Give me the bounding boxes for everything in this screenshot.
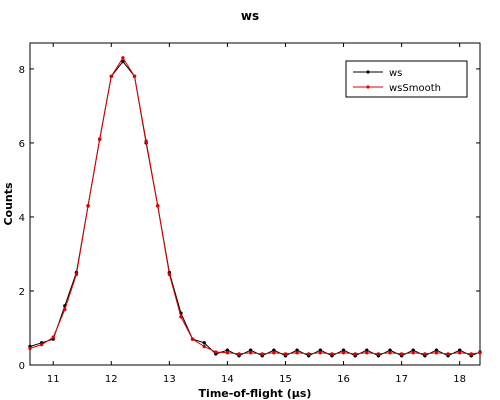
point-wssmooth [272, 351, 276, 355]
y-axis-label: Counts [2, 182, 15, 226]
point-wssmooth [51, 335, 55, 339]
point-ws [121, 59, 125, 64]
point-wssmooth [202, 344, 206, 349]
y-tick-label: 2 [19, 287, 25, 298]
point-wssmooth [307, 352, 311, 356]
point-wssmooth [423, 352, 427, 356]
y-tick-label: 8 [19, 65, 25, 76]
point-ws [225, 348, 230, 352]
y-tick-label: 6 [19, 139, 25, 150]
point-wssmooth [330, 352, 334, 356]
point-wssmooth [295, 351, 299, 355]
legend-marker-wssmooth [366, 85, 370, 89]
point-ws [318, 348, 323, 352]
point-ws [388, 348, 392, 352]
point-wssmooth [190, 337, 195, 341]
point-wssmooth [225, 351, 230, 355]
legend-label-ws: ws [389, 68, 402, 79]
point-ws [434, 348, 439, 352]
point-wssmooth [376, 352, 381, 356]
x-tick-label: 11 [47, 374, 60, 385]
x-tick-label: 12 [105, 374, 118, 385]
x-axis-label: Time-of-flight (µs) [199, 387, 312, 400]
point-wssmooth [121, 56, 125, 60]
point-ws [272, 348, 276, 352]
legend: ws wsSmooth [345, 60, 468, 98]
point-wssmooth [156, 204, 160, 208]
y-tick-label: 0 [19, 361, 25, 372]
point-ws [411, 348, 415, 352]
legend-marker-ws [366, 70, 370, 74]
axis-ticks: 11 12 13 14 15 16 17 18 0 2 4 6 8 [19, 43, 480, 385]
point-wssmooth [411, 351, 415, 355]
point-ws [341, 348, 346, 352]
point-wssmooth [283, 352, 288, 356]
point-wssmooth [179, 315, 183, 319]
x-tick-label: 13 [163, 374, 176, 385]
point-wssmooth [39, 342, 44, 347]
point-wssmooth [132, 74, 137, 79]
point-wssmooth [318, 351, 323, 355]
y-tick-label: 4 [19, 213, 25, 224]
point-wssmooth [214, 350, 218, 354]
point-wssmooth [248, 351, 253, 355]
point-wssmooth [457, 351, 462, 355]
legend-box [345, 60, 468, 98]
x-tick-label: 15 [279, 374, 292, 385]
point-wssmooth [260, 352, 264, 356]
x-tick-label: 14 [221, 374, 234, 385]
point-wssmooth [144, 139, 148, 143]
series-line-ws [29, 60, 481, 357]
point-wssmooth [97, 137, 102, 141]
point-wssmooth [353, 352, 357, 356]
point-ws [457, 348, 462, 352]
point-wssmooth [446, 352, 450, 356]
point-wssmooth [86, 204, 90, 208]
point-wssmooth [341, 351, 346, 355]
legend-label-wssmooth: wsSmooth [389, 83, 441, 94]
point-wssmooth [237, 352, 241, 356]
x-tick-label: 18 [453, 374, 466, 385]
x-tick-label: 17 [395, 374, 408, 385]
point-wssmooth [365, 351, 369, 355]
point-wssmooth [167, 272, 172, 277]
point-wssmooth [388, 351, 392, 355]
point-ws [295, 348, 299, 352]
point-wssmooth [63, 307, 67, 312]
plot-frame [29, 42, 481, 366]
point-ws [248, 348, 253, 352]
point-wssmooth [74, 272, 79, 277]
point-ws [365, 348, 369, 352]
point-wssmooth [28, 346, 32, 351]
point-wssmooth [478, 351, 482, 355]
series-line-wssmooth [29, 56, 481, 355]
point-ws [202, 341, 206, 345]
point-wssmooth [109, 74, 113, 79]
chart-title: ws [241, 9, 259, 23]
series-layer [28, 56, 482, 358]
point-wssmooth [469, 352, 473, 356]
point-wssmooth [434, 351, 439, 355]
point-wssmooth [399, 352, 404, 356]
x-tick-label: 16 [337, 374, 350, 385]
